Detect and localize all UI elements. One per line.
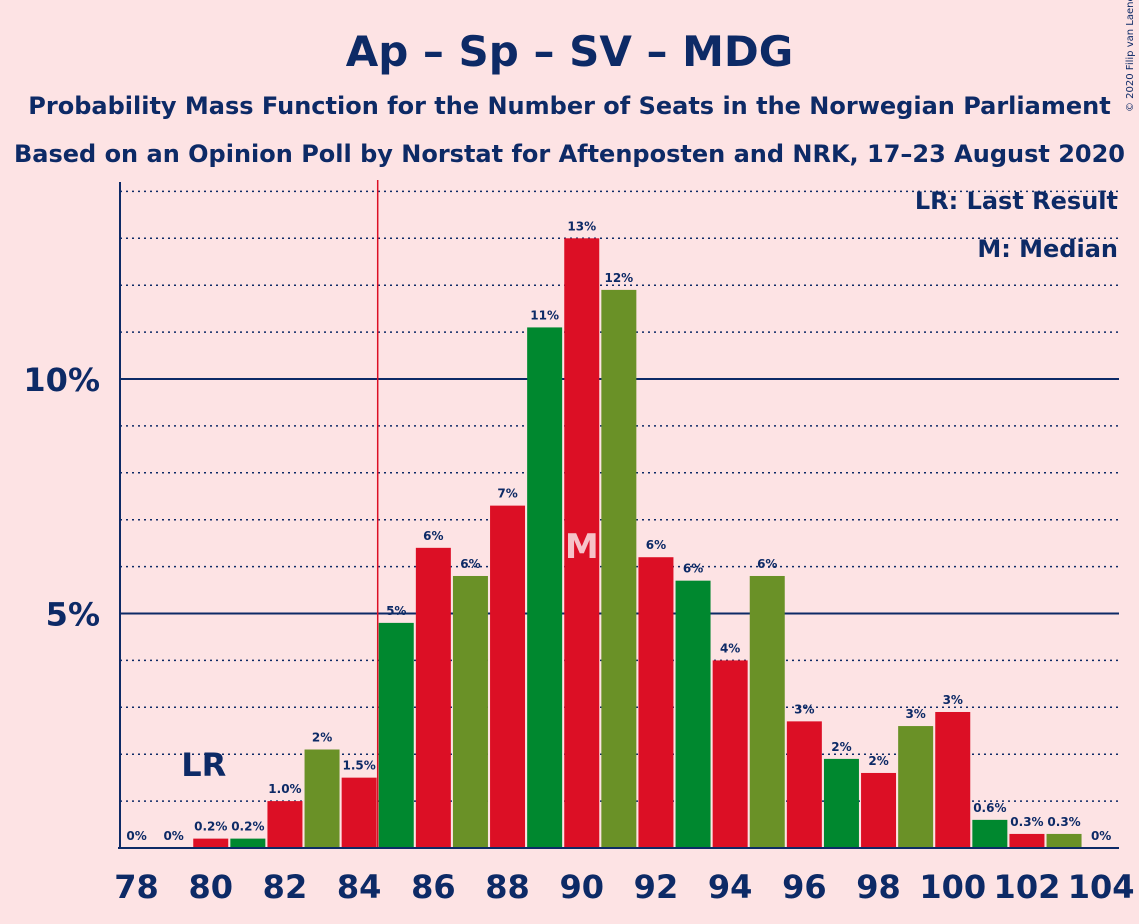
bar-seat-102 xyxy=(1009,833,1045,848)
x-tick-label: 104 xyxy=(1068,868,1135,906)
bar-seat-89 xyxy=(527,327,563,848)
legend-median: M: Median xyxy=(977,235,1118,263)
bar-seat-84 xyxy=(341,777,377,848)
value-label-seat-103: 0.3% xyxy=(1047,815,1080,829)
value-label-seat-93: 6% xyxy=(683,562,703,576)
x-tick-label: 98 xyxy=(856,868,901,906)
value-label-seat-85: 5% xyxy=(386,604,406,618)
bar-seat-95 xyxy=(749,575,785,848)
value-label-seat-104: 0% xyxy=(1091,829,1111,843)
value-label-seat-78: 0% xyxy=(126,829,146,843)
bar-seat-93 xyxy=(675,580,711,848)
last-result-marker: LR xyxy=(181,746,226,784)
bar-seat-97 xyxy=(823,758,859,848)
value-label-seat-102: 0.3% xyxy=(1010,815,1043,829)
value-label-seat-81: 0.2% xyxy=(231,820,264,834)
x-tick-label: 96 xyxy=(782,868,827,906)
x-tick-label: 102 xyxy=(994,868,1061,906)
value-label-seat-95: 6% xyxy=(757,557,777,571)
markers: LR M xyxy=(181,180,599,848)
value-label-seat-87: 6% xyxy=(460,557,480,571)
median-marker: M xyxy=(565,527,599,567)
bar-seat-85 xyxy=(378,622,414,848)
x-tick-label: 90 xyxy=(559,868,604,906)
value-label-seat-79: 0% xyxy=(163,829,183,843)
bar-seat-100 xyxy=(935,711,971,848)
bars: 0% 0% 0.2% 0.2% 1.0% 2% 1.5% 5% 6% 6% 7% 11% 13% 12% 6… xyxy=(126,219,1111,849)
value-label-seat-90: 13% xyxy=(567,219,596,233)
bar-seat-92 xyxy=(638,557,674,848)
value-label-seat-80: 0.2% xyxy=(194,820,227,834)
value-label-seat-100: 3% xyxy=(943,693,963,707)
bar-seat-88 xyxy=(490,505,526,848)
x-axis-ticks: 78 80 82 84 86 88 90 92 94 96 98 100 102 104 xyxy=(114,868,1134,906)
bar-seat-101 xyxy=(972,819,1008,848)
y-tick-label: 10% xyxy=(23,361,100,399)
x-tick-label: 80 xyxy=(188,868,233,906)
bar-seat-96 xyxy=(786,721,822,848)
bar-seat-81 xyxy=(230,838,266,848)
chart-subtitle-2: Based on an Opinion Poll by Norstat for … xyxy=(14,140,1125,168)
value-label-seat-99: 3% xyxy=(905,707,925,721)
x-tick-label: 78 xyxy=(114,868,159,906)
bar-seat-94 xyxy=(712,660,748,848)
copyright-note: © 2020 Filip van Laenen xyxy=(1125,0,1136,112)
x-tick-label: 82 xyxy=(263,868,308,906)
value-label-seat-98: 2% xyxy=(868,754,888,768)
bar-seat-86 xyxy=(415,547,451,848)
chart-title: Ap – Sp – SV – MDG xyxy=(346,27,794,76)
value-label-seat-88: 7% xyxy=(497,487,517,501)
value-label-seat-96: 3% xyxy=(794,702,814,716)
value-label-seat-97: 2% xyxy=(831,740,851,754)
bar-seat-82 xyxy=(267,801,303,848)
bar-seat-83 xyxy=(304,749,340,848)
x-tick-label: 86 xyxy=(411,868,456,906)
y-tick-label: 5% xyxy=(46,596,100,634)
value-label-seat-86: 6% xyxy=(423,529,443,543)
x-tick-label: 84 xyxy=(337,868,382,906)
value-label-seat-92: 6% xyxy=(646,538,666,552)
x-tick-label: 94 xyxy=(708,868,753,906)
bar-seat-99 xyxy=(898,726,934,848)
legend-last-result: LR: Last Result xyxy=(915,187,1118,215)
value-label-seat-94: 4% xyxy=(720,641,740,655)
value-label-seat-91: 12% xyxy=(604,271,633,285)
bar-seat-80 xyxy=(193,838,229,848)
x-tick-label: 88 xyxy=(485,868,530,906)
bar-seat-91 xyxy=(601,289,637,848)
value-label-seat-83: 2% xyxy=(312,731,332,745)
x-tick-label: 92 xyxy=(634,868,679,906)
bar-seat-90 xyxy=(564,238,600,849)
bar-seat-103 xyxy=(1046,833,1082,848)
chart-subtitle-1: Probability Mass Function for the Number… xyxy=(28,92,1110,120)
value-label-seat-89: 11% xyxy=(530,308,559,322)
value-label-seat-84: 1.5% xyxy=(343,759,376,773)
x-tick-label: 100 xyxy=(919,868,986,906)
value-label-seat-82: 1.0% xyxy=(268,782,301,796)
bar-seat-87 xyxy=(452,575,488,848)
bar-seat-98 xyxy=(861,772,897,848)
y-axis-ticks: 5% 10% xyxy=(23,361,100,634)
value-label-seat-101: 0.6% xyxy=(973,801,1006,815)
